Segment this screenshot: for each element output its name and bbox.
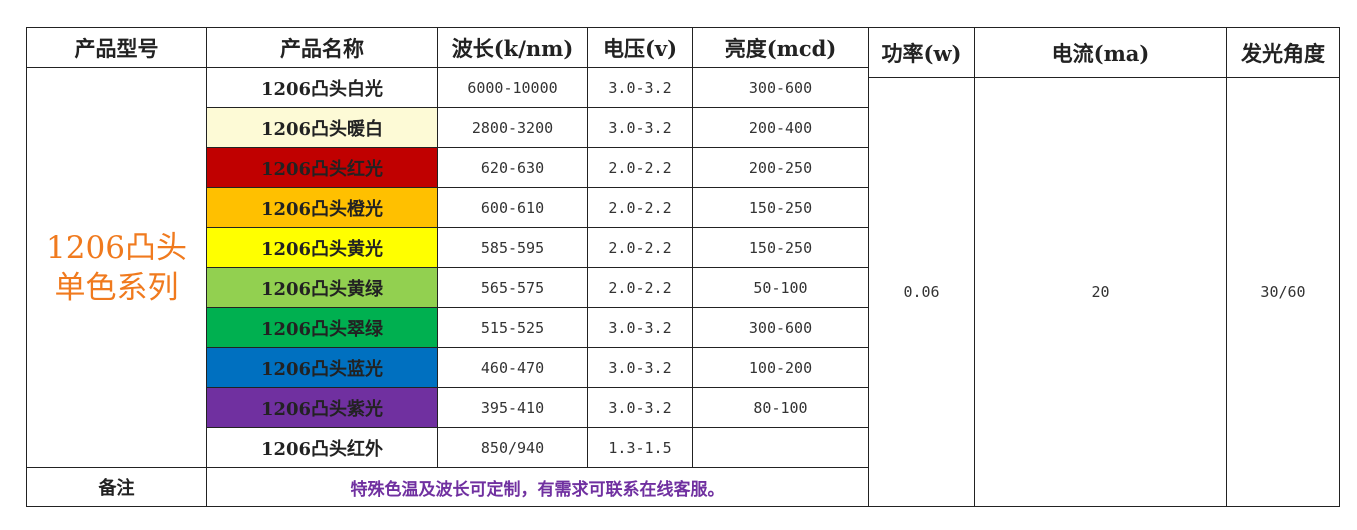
product-name: 1206凸头红光 (206, 147, 438, 188)
brightness: 150-250 (692, 187, 869, 228)
voltage: 3.0-3.2 (587, 347, 693, 388)
voltage: 2.0-2.2 (587, 147, 693, 188)
wavelength: 620-630 (437, 147, 588, 188)
brightness: 50-100 (692, 267, 869, 308)
header-cell: 电流(ma) (974, 27, 1227, 78)
series-label-line1: 1206凸头 (46, 229, 187, 266)
product-name: 1206凸头白光 (206, 67, 438, 108)
brightness: 200-250 (692, 147, 869, 188)
wavelength: 850/940 (437, 427, 588, 468)
header-cell: 亮度(mcd) (692, 27, 869, 68)
product-name: 1206凸头黄绿 (206, 267, 438, 308)
header-cell: 产品名称 (206, 27, 438, 68)
wavelength: 515-525 (437, 307, 588, 348)
voltage: 2.0-2.2 (587, 227, 693, 268)
voltage: 3.0-3.2 (587, 107, 693, 148)
voltage: 1.3-1.5 (587, 427, 693, 468)
wavelength: 460-470 (437, 347, 588, 388)
brightness: 100-200 (692, 347, 869, 388)
product-name: 1206凸头橙光 (206, 187, 438, 228)
header-cell: 波长(k/nm) (437, 27, 588, 68)
product-name: 1206凸头紫光 (206, 387, 438, 428)
power-value: 0.06 (868, 77, 975, 507)
brightness: 80-100 (692, 387, 869, 428)
brightness (692, 427, 869, 468)
product-name: 1206凸头蓝光 (206, 347, 438, 388)
header-cell: 功率(w) (868, 27, 975, 78)
wavelength: 2800-3200 (437, 107, 588, 148)
brightness: 150-250 (692, 227, 869, 268)
series-label-line2: 单色系列 (54, 269, 179, 306)
header-cell: 发光角度 (1226, 27, 1340, 78)
brightness: 200-400 (692, 107, 869, 148)
voltage: 3.0-3.2 (587, 67, 693, 108)
series-label: 1206凸头 单色系列 (26, 67, 207, 468)
current-value: 20 (974, 77, 1227, 507)
voltage: 3.0-3.2 (587, 307, 693, 348)
wavelength: 600-610 (437, 187, 588, 228)
wavelength: 395-410 (437, 387, 588, 428)
angle-value: 30/60 (1226, 77, 1340, 507)
product-name: 1206凸头红外 (206, 427, 438, 468)
product-name: 1206凸头暖白 (206, 107, 438, 148)
brightness: 300-600 (692, 307, 869, 348)
wavelength: 565-575 (437, 267, 588, 308)
voltage: 2.0-2.2 (587, 187, 693, 228)
product-name: 1206凸头翠绿 (206, 307, 438, 348)
voltage: 3.0-3.2 (587, 387, 693, 428)
brightness: 300-600 (692, 67, 869, 108)
product-name: 1206凸头黄光 (206, 227, 438, 268)
note-label: 备注 (26, 467, 207, 507)
note-text: 特殊色温及波长可定制，有需求可联系在线客服。 (206, 467, 869, 507)
wavelength: 585-595 (437, 227, 588, 268)
header-cell: 电压(v) (587, 27, 693, 68)
header-cell: 产品型号 (26, 27, 207, 68)
wavelength: 6000-10000 (437, 67, 588, 108)
voltage: 2.0-2.2 (587, 267, 693, 308)
